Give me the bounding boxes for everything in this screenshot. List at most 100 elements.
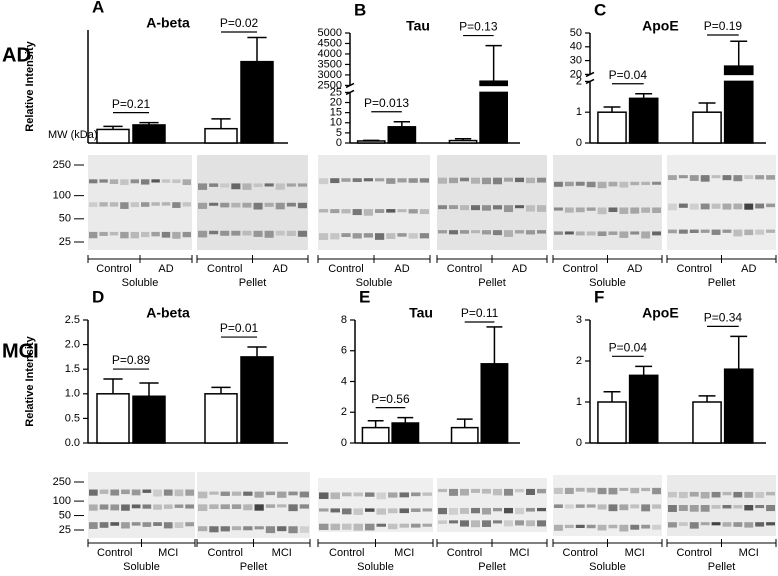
- bar: [479, 80, 508, 87]
- blot-band: [231, 202, 241, 208]
- blot-band: [130, 231, 139, 239]
- blot-band: [231, 504, 242, 509]
- mw-tick-label: 50: [59, 213, 71, 225]
- bar: [356, 140, 386, 144]
- blot-band: [288, 526, 298, 534]
- blot-band: [652, 231, 661, 236]
- blot-band: [254, 491, 264, 498]
- y-tick-label: 2: [576, 355, 582, 367]
- blot-band: [89, 522, 98, 529]
- bar-lower-segment: [723, 80, 754, 144]
- blot-band: [254, 504, 264, 511]
- blot-band: [286, 202, 296, 207]
- blot-fraction-label: Pellet: [478, 561, 506, 573]
- blot-band: [172, 231, 181, 239]
- blot-band: [353, 508, 363, 515]
- blot-band: [766, 491, 775, 496]
- chart-title: A-beta: [146, 305, 190, 321]
- p-value: P=0.19: [704, 19, 743, 33]
- blot-band: [586, 487, 596, 493]
- blot-band: [460, 177, 469, 182]
- y-tick-label: 20: [330, 96, 342, 108]
- y-tick-label: 0: [336, 137, 342, 149]
- bar: [391, 422, 420, 444]
- blot-band: [89, 202, 98, 208]
- blot-band: [537, 177, 546, 183]
- blot-band: [652, 504, 661, 509]
- blot-band: [264, 230, 274, 238]
- blot-band: [619, 504, 629, 511]
- blot-band: [608, 207, 618, 213]
- blot-band: [689, 203, 699, 210]
- blot-band: [597, 524, 607, 531]
- panel-letter: A: [92, 0, 104, 16]
- blot-band: [668, 175, 677, 181]
- blot-band: [220, 230, 230, 236]
- blot-band: [733, 229, 743, 237]
- blot-band: [515, 520, 524, 526]
- blot-band: [678, 491, 688, 499]
- blot-band: [399, 508, 409, 514]
- chart-title: ApoE: [642, 18, 679, 34]
- blot-group-label: MCI: [394, 547, 414, 559]
- bar: [96, 393, 130, 444]
- blot-band: [422, 508, 432, 512]
- blot-band: [110, 522, 120, 526]
- blot-band: [689, 522, 699, 529]
- blot-band: [151, 179, 160, 183]
- y-tick-label: 40: [570, 41, 582, 53]
- blot-band: [678, 229, 688, 234]
- blot-band: [744, 203, 754, 210]
- blot-band: [526, 205, 535, 212]
- blot-group-label: MCI: [625, 547, 645, 559]
- blot-band: [89, 231, 98, 239]
- blot-band: [142, 489, 152, 493]
- blot-band: [537, 230, 546, 234]
- blot-band: [493, 177, 502, 185]
- blot-band: [254, 526, 264, 530]
- blot-fraction-label: Soluble: [589, 561, 626, 573]
- blot-band: [700, 505, 710, 512]
- blot-band: [597, 181, 607, 189]
- blot-band: [397, 233, 407, 237]
- blot-band: [515, 177, 524, 183]
- blot-band: [482, 177, 491, 185]
- blot-band: [744, 229, 754, 236]
- blot-band: [575, 207, 585, 213]
- blot-band: [493, 507, 502, 512]
- y-tick-label: 0: [576, 437, 582, 449]
- blot-band: [109, 231, 119, 236]
- bar: [240, 356, 274, 444]
- p-value: P=0.11: [461, 306, 499, 320]
- blot-band: [766, 203, 775, 208]
- blot-group-label: Control: [447, 547, 482, 559]
- blot-band: [185, 504, 194, 509]
- blot-band: [678, 505, 688, 511]
- blot-group-label: AD: [741, 263, 756, 275]
- blot-band: [142, 504, 152, 509]
- blot-band: [408, 233, 418, 239]
- y-tick-label: 15: [330, 107, 342, 119]
- blot-band: [352, 178, 362, 183]
- blot-band: [504, 205, 513, 213]
- blot-band: [209, 526, 219, 533]
- blot-band: [253, 183, 263, 188]
- blot-band: [172, 179, 181, 184]
- blot-band: [330, 233, 340, 240]
- blot-band: [386, 178, 396, 184]
- blot-band: [460, 507, 469, 514]
- blot-band: [755, 229, 765, 235]
- mw-tick-label: 25: [59, 236, 71, 248]
- panel-letter: B: [354, 0, 366, 19]
- blot-band: [689, 491, 699, 497]
- blot-band: [460, 230, 469, 234]
- blot-band: [110, 504, 120, 511]
- chart-title: ApoE: [642, 305, 679, 321]
- blot-band: [471, 520, 480, 528]
- blot-band: [564, 504, 574, 509]
- blot-band: [755, 175, 765, 180]
- blot-band: [564, 181, 574, 187]
- p-value: P=0.21: [112, 97, 151, 111]
- blot-band: [172, 202, 181, 208]
- blot-band: [744, 522, 754, 528]
